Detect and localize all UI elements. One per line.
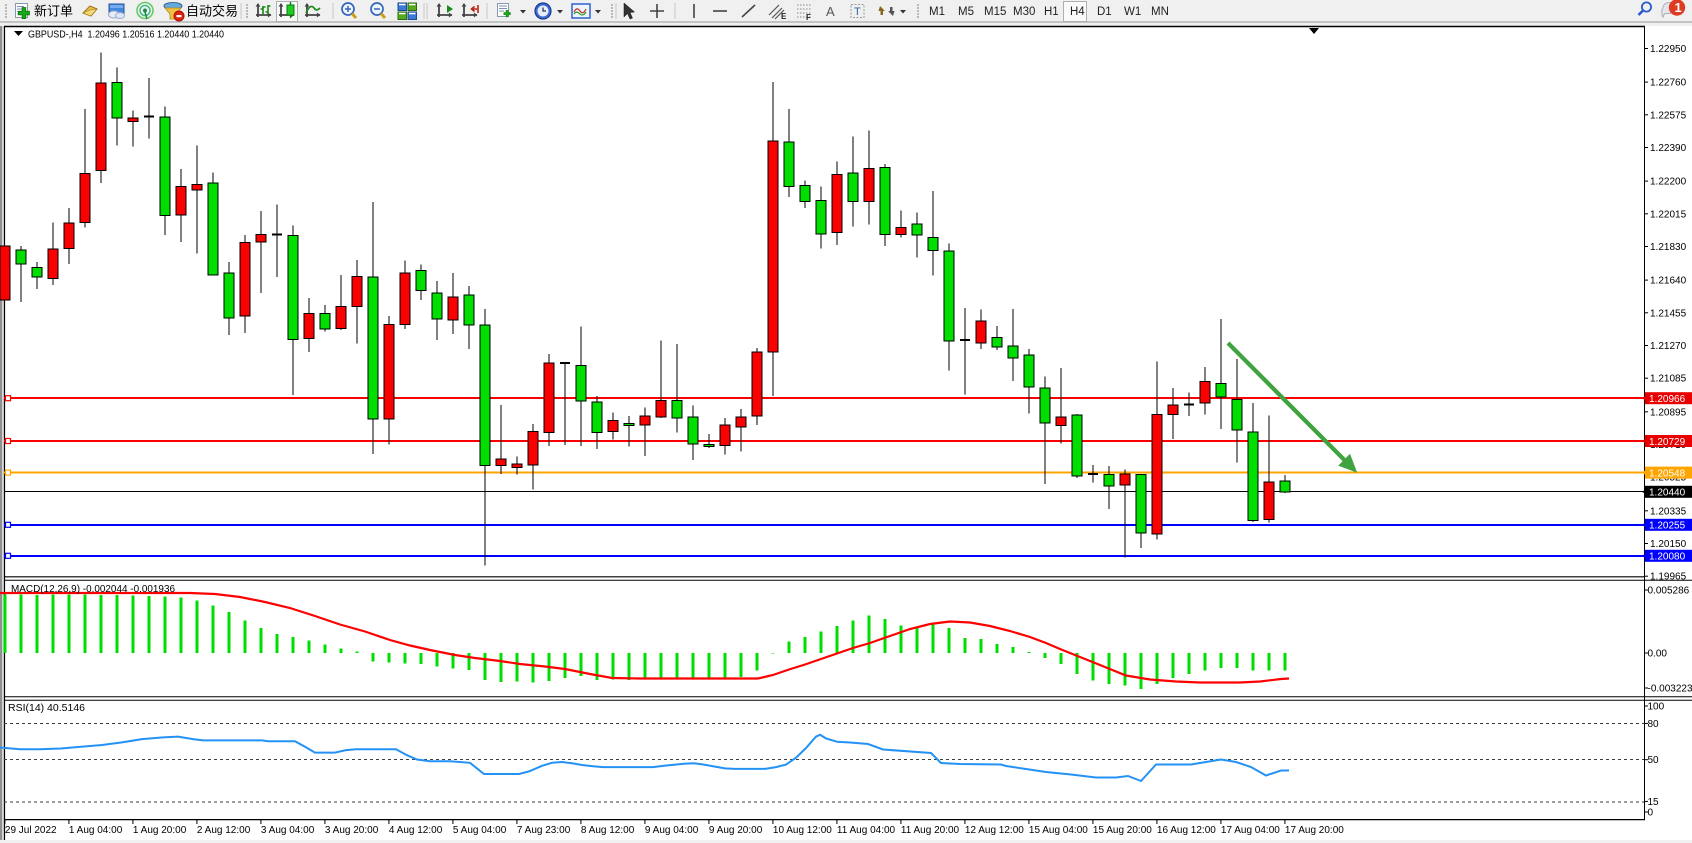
svg-text:1.20150: 1.20150 [1650, 539, 1687, 550]
svg-text:11 Aug 04:00: 11 Aug 04:00 [837, 825, 896, 836]
svg-text:1.20729: 1.20729 [1649, 437, 1686, 448]
svg-text:1.21830: 1.21830 [1650, 242, 1687, 253]
svg-text:5 Aug 04:00: 5 Aug 04:00 [453, 825, 507, 836]
svg-text:11 Aug 20:00: 11 Aug 20:00 [901, 825, 960, 836]
svg-text:新订单: 新订单 [34, 4, 73, 19]
svg-text:W1: W1 [1124, 6, 1141, 18]
svg-text:T: T [854, 6, 861, 18]
svg-text:50: 50 [1648, 755, 1660, 766]
svg-text:1.21085: 1.21085 [1650, 374, 1687, 385]
svg-text:1 Aug 04:00: 1 Aug 04:00 [69, 825, 123, 836]
svg-text:1.21270: 1.21270 [1650, 341, 1687, 352]
svg-text:1.20440: 1.20440 [1649, 488, 1686, 499]
svg-text:1.22200: 1.22200 [1650, 177, 1687, 188]
svg-text:12 Aug 12:00: 12 Aug 12:00 [965, 825, 1024, 836]
svg-text:1.20548: 1.20548 [1649, 468, 1686, 479]
svg-text:0: 0 [1648, 808, 1654, 819]
svg-text:80: 80 [1648, 719, 1660, 730]
svg-text:15 Aug 20:00: 15 Aug 20:00 [1093, 825, 1152, 836]
svg-text:2 Aug 12:00: 2 Aug 12:00 [197, 825, 251, 836]
svg-text:1.21455: 1.21455 [1650, 308, 1687, 319]
svg-text:1.20080: 1.20080 [1649, 552, 1686, 563]
svg-text:100: 100 [1648, 702, 1665, 713]
svg-text:M15: M15 [984, 6, 1006, 18]
svg-text:M5: M5 [958, 6, 974, 18]
svg-text:17 Aug 04:00: 17 Aug 04:00 [1221, 825, 1280, 836]
svg-text:0.005286: 0.005286 [1648, 586, 1690, 597]
svg-text:1 Aug 20:00: 1 Aug 20:00 [133, 825, 187, 836]
svg-text:29 Jul 2022: 29 Jul 2022 [5, 825, 57, 836]
svg-text:0.00: 0.00 [1648, 649, 1668, 660]
svg-text:D1: D1 [1097, 6, 1112, 18]
svg-text:1.22015: 1.22015 [1650, 209, 1687, 220]
svg-text:1.20895: 1.20895 [1650, 407, 1687, 418]
svg-text:9 Aug 20:00: 9 Aug 20:00 [709, 825, 763, 836]
svg-text:4 Aug 12:00: 4 Aug 12:00 [389, 825, 443, 836]
svg-text:1.20255: 1.20255 [1649, 521, 1686, 532]
svg-text:GBPUSD-,H4 1.20496 1.20516 1.: GBPUSD-,H4 1.20496 1.20516 1.20440 1.204… [28, 29, 224, 41]
svg-text:1.22950: 1.22950 [1650, 44, 1687, 55]
svg-text:-0.003223: -0.003223 [1648, 684, 1692, 695]
svg-text:RSI(14) 40.5146: RSI(14) 40.5146 [8, 702, 85, 714]
svg-text:1: 1 [1675, 0, 1682, 15]
svg-text:H1: H1 [1044, 6, 1059, 18]
svg-text:1.21640: 1.21640 [1650, 276, 1687, 287]
svg-text:1.20335: 1.20335 [1650, 506, 1687, 517]
svg-text:1.22760: 1.22760 [1650, 78, 1687, 89]
svg-text:17 Aug 20:00: 17 Aug 20:00 [1285, 825, 1344, 836]
svg-text:M30: M30 [1013, 6, 1035, 18]
svg-text:8 Aug 12:00: 8 Aug 12:00 [581, 825, 635, 836]
svg-text:16 Aug 12:00: 16 Aug 12:00 [1157, 825, 1216, 836]
svg-text:H4: H4 [1070, 6, 1085, 18]
svg-text:1.22575: 1.22575 [1650, 110, 1687, 121]
svg-text:1.19965: 1.19965 [1650, 572, 1687, 583]
svg-text:10 Aug 12:00: 10 Aug 12:00 [773, 825, 832, 836]
svg-text:9 Aug 04:00: 9 Aug 04:00 [645, 825, 699, 836]
svg-text:A: A [826, 4, 835, 19]
svg-text:1.20966: 1.20966 [1649, 394, 1686, 405]
svg-text:MN: MN [1151, 6, 1169, 18]
svg-text:自动交易: 自动交易 [186, 4, 238, 19]
svg-text:M1: M1 [929, 6, 945, 18]
svg-text:15: 15 [1648, 797, 1660, 808]
svg-text:F: F [806, 13, 811, 22]
svg-text:E: E [781, 12, 787, 21]
svg-text:3 Aug 04:00: 3 Aug 04:00 [261, 825, 315, 836]
svg-text:15 Aug 04:00: 15 Aug 04:00 [1029, 825, 1088, 836]
svg-text:MACD(12,26,9) -0.002044 -0.001: MACD(12,26,9) -0.002044 -0.001936 [11, 583, 175, 595]
svg-text:7 Aug 23:00: 7 Aug 23:00 [517, 825, 571, 836]
svg-text:3 Aug 20:00: 3 Aug 20:00 [325, 825, 379, 836]
svg-text:1.22390: 1.22390 [1650, 143, 1687, 154]
